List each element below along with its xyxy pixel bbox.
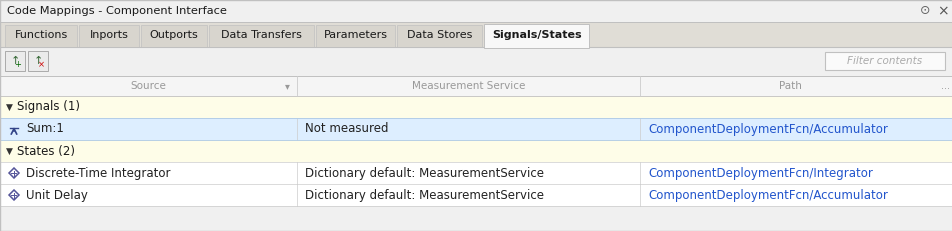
Text: Signals/States: Signals/States <box>491 30 582 40</box>
Text: Not measured: Not measured <box>305 122 388 136</box>
Bar <box>824 52 944 70</box>
Text: Data Stores: Data Stores <box>407 30 472 40</box>
Text: ComponentDeploymentFcn/Accumulator: ComponentDeploymentFcn/Accumulator <box>647 188 887 201</box>
Text: ▾: ▾ <box>285 81 289 91</box>
Text: Code Mappings - Component Interface: Code Mappings - Component Interface <box>7 6 227 16</box>
Bar <box>5 25 77 47</box>
Text: Filter contents: Filter contents <box>846 56 922 66</box>
Text: Dictionary default: MeasurementService: Dictionary default: MeasurementService <box>305 188 544 201</box>
Bar <box>0 0 952 22</box>
Text: +: + <box>14 60 21 69</box>
Bar <box>0 184 952 206</box>
Bar <box>0 96 952 118</box>
Bar <box>0 140 952 162</box>
Text: Parameters: Parameters <box>323 30 387 40</box>
Bar <box>0 118 952 140</box>
Text: States (2): States (2) <box>17 145 75 158</box>
Bar <box>0 22 952 47</box>
Bar <box>397 25 482 47</box>
Text: Measurement Service: Measurement Service <box>411 81 525 91</box>
Text: Functions: Functions <box>14 30 68 40</box>
Text: ComponentDeploymentFcn/Integrator: ComponentDeploymentFcn/Integrator <box>647 167 872 179</box>
Text: Dictionary default: MeasurementService: Dictionary default: MeasurementService <box>305 167 544 179</box>
Text: ×: × <box>37 60 45 69</box>
Text: Source: Source <box>130 81 167 91</box>
Bar <box>5 51 25 71</box>
Bar <box>141 25 207 47</box>
Text: ↑: ↑ <box>10 57 20 67</box>
Bar <box>208 25 313 47</box>
Bar <box>0 162 952 184</box>
Text: Inports: Inports <box>89 30 129 40</box>
Bar <box>79 25 139 47</box>
Text: Path: Path <box>778 81 801 91</box>
Bar <box>28 51 48 71</box>
Text: ▼: ▼ <box>6 146 13 155</box>
Text: ComponentDeploymentFcn/Accumulator: ComponentDeploymentFcn/Accumulator <box>647 122 887 136</box>
Text: Signals (1): Signals (1) <box>17 100 80 113</box>
Text: ...: ... <box>941 81 949 91</box>
Text: Unit Delay: Unit Delay <box>26 188 88 201</box>
Text: Sum:1: Sum:1 <box>26 122 64 136</box>
Text: ⊙: ⊙ <box>919 4 929 18</box>
Bar <box>0 76 952 96</box>
Text: Data Transfers: Data Transfers <box>221 30 302 40</box>
Text: Outports: Outports <box>149 30 198 40</box>
Bar <box>484 24 589 48</box>
Bar <box>0 47 952 76</box>
Text: Discrete-Time Integrator: Discrete-Time Integrator <box>26 167 170 179</box>
Text: ▼: ▼ <box>6 103 13 112</box>
Text: ×: × <box>936 4 948 18</box>
Text: ↑: ↑ <box>33 57 43 67</box>
Bar <box>316 25 394 47</box>
Bar <box>0 118 952 140</box>
Bar <box>485 46 588 48</box>
